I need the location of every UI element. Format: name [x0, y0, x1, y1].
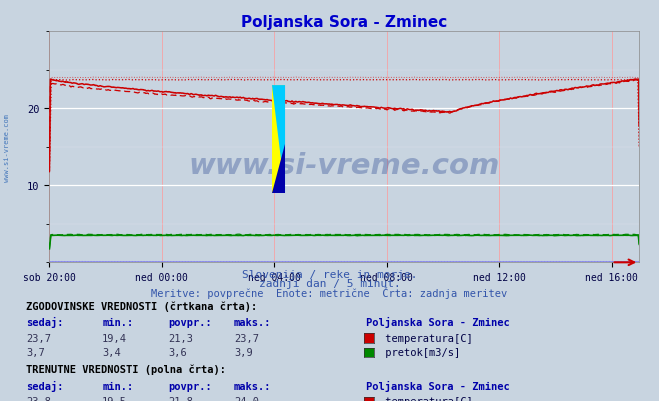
- Text: 3,9: 3,9: [234, 347, 252, 357]
- Text: Meritve: povprečne  Enote: metrične  Črta: zadnja meritev: Meritve: povprečne Enote: metrične Črta:…: [152, 286, 507, 298]
- Polygon shape: [272, 145, 285, 194]
- Text: 21,3: 21,3: [168, 333, 193, 343]
- Text: sedaj:: sedaj:: [26, 317, 64, 328]
- Text: 3,6: 3,6: [168, 347, 186, 357]
- Text: min.:: min.:: [102, 381, 133, 391]
- Text: 19,4: 19,4: [102, 333, 127, 343]
- Text: 3,7: 3,7: [26, 347, 45, 357]
- Text: Poljanska Sora - Zminec: Poljanska Sora - Zminec: [366, 317, 509, 328]
- Text: sedaj:: sedaj:: [26, 380, 64, 391]
- Text: 21,8: 21,8: [168, 396, 193, 401]
- Text: temperatura[C]: temperatura[C]: [379, 396, 473, 401]
- Text: Poljanska Sora - Zminec: Poljanska Sora - Zminec: [366, 380, 509, 391]
- Text: min.:: min.:: [102, 318, 133, 328]
- Polygon shape: [272, 86, 285, 194]
- Text: temperatura[C]: temperatura[C]: [379, 333, 473, 343]
- Text: www.si-vreme.com: www.si-vreme.com: [188, 152, 500, 180]
- Text: ZGODOVINSKE VREDNOSTI (črtkana črta):: ZGODOVINSKE VREDNOSTI (črtkana črta):: [26, 300, 258, 311]
- Text: 23,7: 23,7: [234, 333, 259, 343]
- Text: povpr.:: povpr.:: [168, 381, 212, 391]
- Text: zadnji dan / 5 minut.: zadnji dan / 5 minut.: [258, 279, 401, 289]
- Text: Slovenija / reke in morje.: Slovenija / reke in morje.: [242, 269, 417, 279]
- Title: Poljanska Sora - Zminec: Poljanska Sora - Zminec: [241, 14, 447, 30]
- Text: 24,0: 24,0: [234, 396, 259, 401]
- Text: 23,7: 23,7: [26, 333, 51, 343]
- Text: povpr.:: povpr.:: [168, 318, 212, 328]
- Text: 19,5: 19,5: [102, 396, 127, 401]
- Text: 3,4: 3,4: [102, 347, 121, 357]
- Text: pretok[m3/s]: pretok[m3/s]: [379, 347, 460, 357]
- Text: maks.:: maks.:: [234, 318, 272, 328]
- Text: maks.:: maks.:: [234, 381, 272, 391]
- Text: 23,8: 23,8: [26, 396, 51, 401]
- Bar: [272, 86, 285, 194]
- Text: www.si-vreme.com: www.si-vreme.com: [4, 113, 10, 181]
- Text: TRENUTNE VREDNOSTI (polna črta):: TRENUTNE VREDNOSTI (polna črta):: [26, 363, 226, 374]
